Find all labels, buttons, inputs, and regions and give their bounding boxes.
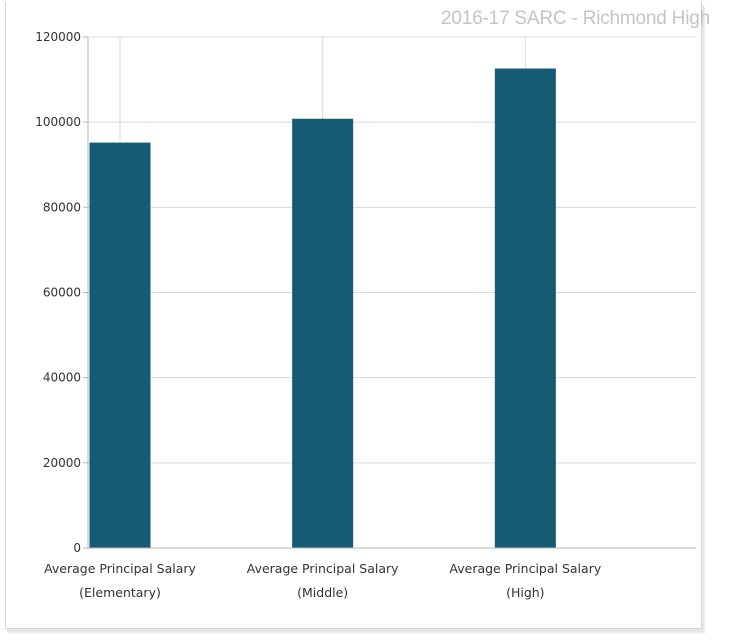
x-category-label: (Elementary) [79,585,161,600]
x-category-label: (Middle) [297,585,348,600]
y-tick-label: 120000 [35,30,81,44]
bar [89,142,151,548]
bar [494,68,556,549]
y-tick-label: 80000 [43,200,81,214]
bar [292,118,354,548]
y-tick-label: 100000 [35,115,81,129]
y-tick-label: 60000 [43,286,81,300]
x-category-label: (High) [506,585,544,600]
y-tick-label: 20000 [43,456,81,470]
x-category-label: Average Principal Salary [247,561,399,576]
x-category-label: Average Principal Salary [449,561,601,576]
chart-watermark: 2016-17 SARC - Richmond High [441,8,710,29]
y-tick-label: 0 [73,541,81,555]
y-tick-label: 40000 [43,371,81,385]
x-category-label: Average Principal Salary [44,561,196,576]
